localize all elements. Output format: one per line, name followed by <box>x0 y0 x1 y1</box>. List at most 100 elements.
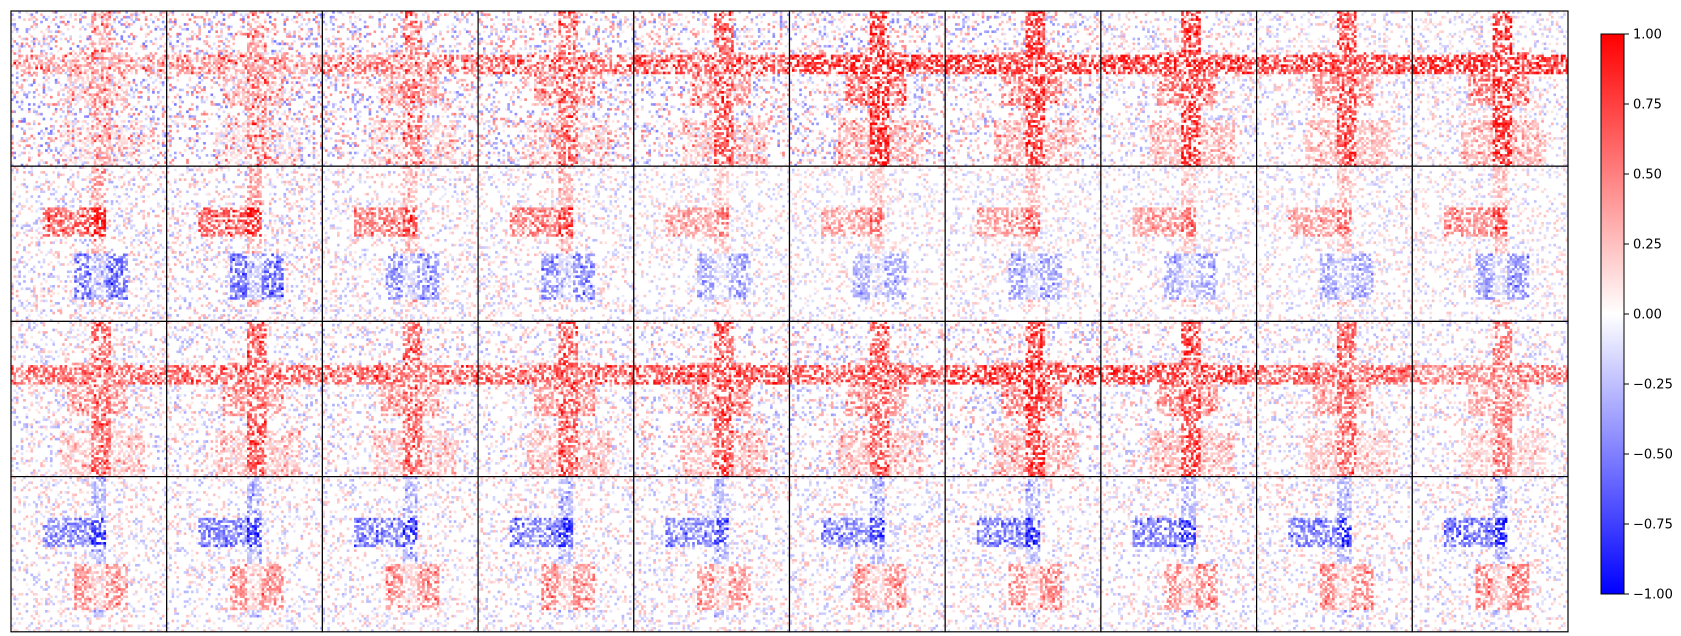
heatmap-cell <box>215 13 218 16</box>
heatmap-cell <box>43 16 46 19</box>
heatmap-cell <box>130 115 133 118</box>
heatmap-cell <box>247 60 250 63</box>
heatmap-cell <box>213 60 216 63</box>
heatmap-cell <box>303 118 306 121</box>
heatmap-cell <box>142 144 145 147</box>
heatmap-cell <box>318 13 321 16</box>
heatmap-cell <box>84 81 87 84</box>
heatmap-cell <box>72 50 75 53</box>
heatmap-cell <box>169 72 172 75</box>
heatmap-cell <box>101 84 104 87</box>
heatmap-cell <box>269 57 272 60</box>
heatmap-cell <box>38 103 41 106</box>
heatmap-cell <box>242 96 245 99</box>
heatmap-cell <box>145 69 148 72</box>
heatmap-cell <box>125 98 128 101</box>
heatmap-cell <box>225 93 228 96</box>
heatmap-cell <box>118 52 121 55</box>
heatmap-cell <box>245 84 248 87</box>
heatmap-cell <box>310 98 313 101</box>
heatmap-cell <box>130 120 133 123</box>
heatmap-cell <box>128 103 131 106</box>
heatmap-cell <box>315 55 318 58</box>
heatmap-cell <box>65 98 68 101</box>
heatmap-cell <box>140 144 143 147</box>
heatmap-cell <box>152 159 155 162</box>
heatmap-cell <box>99 123 102 126</box>
heatmap-cell <box>262 84 265 87</box>
heatmap-cell <box>315 74 318 77</box>
heatmap-cell <box>99 159 102 162</box>
heatmap-cell <box>101 52 104 55</box>
heatmap-cell <box>99 140 102 143</box>
heatmap-cell <box>172 57 175 60</box>
heatmap-cell <box>198 30 201 33</box>
heatmap-cell <box>235 118 238 121</box>
heatmap-cell <box>232 96 235 99</box>
heatmap-cell <box>91 93 94 96</box>
heatmap-cell <box>172 120 175 123</box>
heatmap-cell <box>147 91 150 94</box>
heatmap-cell <box>40 101 43 104</box>
heatmap-cell <box>198 38 201 41</box>
heatmap-cell <box>18 86 21 89</box>
heatmap-cell <box>296 118 299 121</box>
heatmap-cell <box>198 28 201 31</box>
heatmap-cell <box>123 55 126 58</box>
heatmap-cell <box>138 137 141 140</box>
heatmap-cell <box>23 140 26 143</box>
heatmap-cell <box>52 154 55 157</box>
heatmap-cell <box>303 103 306 106</box>
heatmap-cell <box>293 127 296 130</box>
heatmap-cell <box>298 35 301 38</box>
heatmap-cell <box>133 135 136 138</box>
heatmap-cell <box>264 72 267 75</box>
heatmap-cell <box>103 40 106 43</box>
heatmap-cell <box>296 50 299 53</box>
heatmap-cell <box>296 127 299 130</box>
heatmap-cell <box>69 137 72 140</box>
heatmap-cell <box>266 76 269 79</box>
heatmap-cell <box>23 79 26 82</box>
heatmap-cell <box>113 55 116 58</box>
heatmap-cell <box>38 62 41 65</box>
heatmap-cell <box>247 118 250 121</box>
heatmap-cell <box>18 52 21 55</box>
heatmap-cell <box>196 50 199 53</box>
heatmap-cell <box>62 93 65 96</box>
heatmap-cell <box>276 57 279 60</box>
heatmap-cell <box>254 74 257 77</box>
heatmap-cell <box>150 72 153 75</box>
heatmap-cell <box>181 123 184 126</box>
heatmap-cell <box>79 110 82 113</box>
heatmap-cell <box>145 33 148 36</box>
heatmap-cell <box>303 60 306 63</box>
heatmap-cell <box>86 93 89 96</box>
heatmap-cell <box>264 60 267 63</box>
heatmap-cell <box>172 26 175 29</box>
heatmap-cell <box>133 35 136 38</box>
heatmap-cell <box>257 55 260 58</box>
heatmap-cell <box>249 43 252 46</box>
heatmap-cell <box>55 81 58 84</box>
heatmap-cell <box>79 157 82 160</box>
heatmap-cell <box>16 125 19 128</box>
heatmap-cell <box>206 52 209 55</box>
heatmap-cell <box>203 110 206 113</box>
heatmap-cell <box>313 67 316 70</box>
heatmap-cell <box>101 50 104 53</box>
heatmap-cell <box>228 16 231 19</box>
heatmap-cell <box>206 64 209 67</box>
heatmap-cell <box>288 127 291 130</box>
heatmap-cell <box>91 26 94 29</box>
heatmap-cell <box>281 81 284 84</box>
heatmap-cell <box>84 98 87 101</box>
heatmap-cell <box>94 43 97 46</box>
heatmap-cell <box>208 118 211 121</box>
heatmap-cell <box>142 45 145 48</box>
heatmap-cell <box>257 67 260 70</box>
heatmap-cell <box>274 108 277 111</box>
heatmap-cell <box>123 108 126 111</box>
heatmap-cell <box>47 103 50 106</box>
heatmap-cell <box>18 106 21 109</box>
